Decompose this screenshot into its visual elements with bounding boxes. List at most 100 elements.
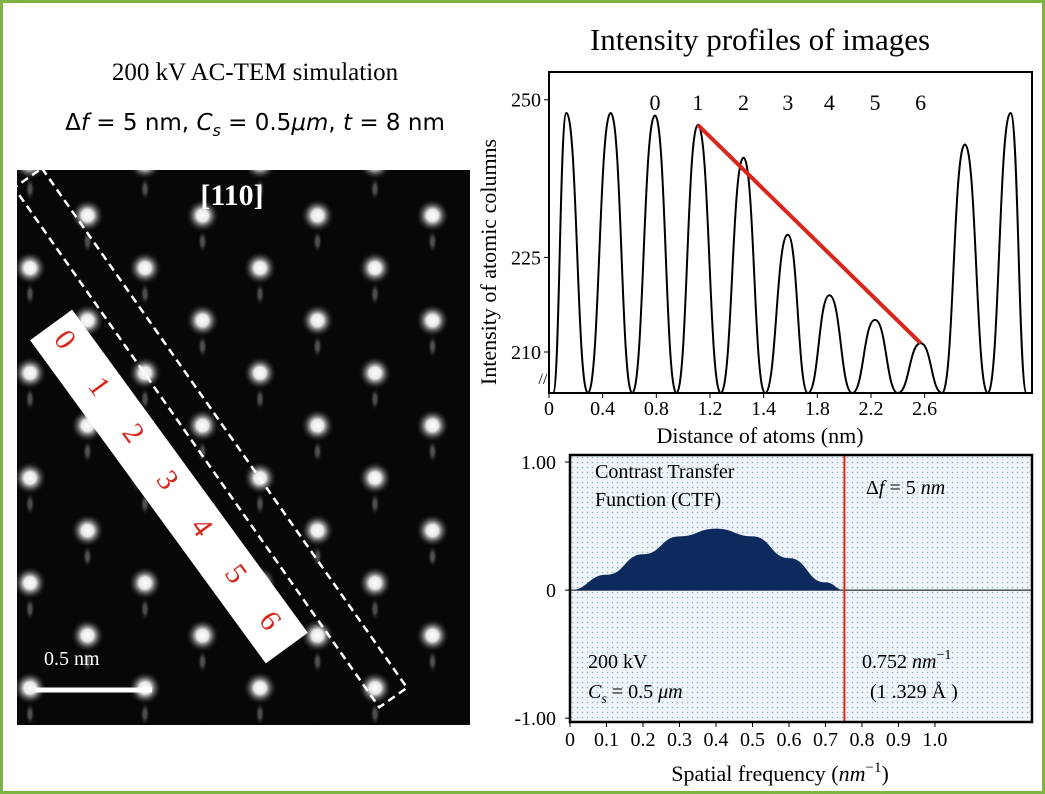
atom-faint xyxy=(370,597,380,621)
cs-label-part: μm xyxy=(657,681,682,703)
y-axis-label: Intensity of atomic columns xyxy=(476,139,501,385)
x-tick-label: 0.5 xyxy=(740,729,765,751)
atom-faint xyxy=(255,702,265,725)
plot-frame xyxy=(568,453,1034,724)
resolution-label: (1 .329 Å ) xyxy=(870,681,958,703)
atom xyxy=(80,723,95,725)
atom xyxy=(17,461,47,495)
atom-faint xyxy=(25,597,35,621)
atom-faint xyxy=(25,492,35,516)
atom xyxy=(185,618,220,653)
atom-faint xyxy=(255,492,265,516)
atom-faint xyxy=(255,177,265,201)
chart-title: Intensity profiles of images xyxy=(590,22,930,57)
atom-faint xyxy=(312,334,323,359)
atom-faint xyxy=(197,649,208,674)
atom xyxy=(17,356,47,390)
x-tick-label: 0.8 xyxy=(644,398,669,420)
atom-faint xyxy=(140,177,150,201)
x-tick-label: 0.9 xyxy=(886,729,911,751)
atom xyxy=(415,618,450,653)
atom xyxy=(243,356,277,390)
defocus-label-part: f xyxy=(879,477,887,499)
atom-faint xyxy=(82,649,93,674)
x-tick-label: 1.2 xyxy=(698,398,723,420)
x-tick-label: 0.4 xyxy=(590,398,615,420)
atom-faint xyxy=(255,387,265,411)
atom-faint xyxy=(370,492,380,516)
defocus-label-part: Δ xyxy=(866,477,879,499)
x-tick-label: 1.4 xyxy=(751,398,776,420)
y-tick-label: -1.00 xyxy=(514,708,556,730)
atom-faint xyxy=(197,229,208,254)
atom-faint xyxy=(25,702,35,725)
atom xyxy=(128,356,162,390)
atom xyxy=(425,723,440,725)
atom-faint xyxy=(255,282,265,306)
atom xyxy=(300,513,335,548)
voltage-label: 200 kV xyxy=(588,651,648,673)
atom xyxy=(415,513,450,548)
atom-faint xyxy=(370,387,380,411)
x-tick-label: 0 xyxy=(565,729,575,751)
atom-faint xyxy=(25,282,35,306)
x-tick-label: 2.6 xyxy=(912,398,937,420)
defocus-label: Δf = 5 nm xyxy=(866,477,945,499)
peak-label: 2 xyxy=(738,90,749,115)
x-tick-label: 1.8 xyxy=(805,398,830,420)
atom xyxy=(415,408,450,443)
trend-line xyxy=(696,123,923,345)
image-params: Δf = 5 nm, Cs = 0.5μm, t = 8 nm xyxy=(65,110,445,140)
atom-faint xyxy=(25,387,35,411)
atom-faint xyxy=(427,544,438,569)
atom-faint xyxy=(140,387,150,411)
atom xyxy=(17,251,47,285)
atom xyxy=(359,170,391,180)
y-tick-label: 250 xyxy=(511,90,541,112)
x-tick-label: 0 xyxy=(544,398,554,420)
defocus-label-part: = 5 xyxy=(884,477,920,499)
x-axis-label: Distance of atoms (nm) xyxy=(656,423,863,448)
x-axis-label: Spatial frequency (nm−1) xyxy=(671,760,889,786)
frequency-label-part: 0.752 xyxy=(862,651,912,673)
ctf-label-part: Function (CTF) xyxy=(595,489,721,511)
y-tick-label: 1.00 xyxy=(521,452,556,474)
atom xyxy=(128,251,162,285)
atom-faint xyxy=(370,282,380,306)
axis-break: // xyxy=(539,371,548,388)
atom-faint xyxy=(25,177,35,201)
atom-faint xyxy=(82,439,93,464)
cs-label-part: C xyxy=(588,681,602,703)
atom-faint xyxy=(197,334,208,359)
atom xyxy=(185,303,220,338)
atom-faint xyxy=(427,229,438,254)
ctf-area xyxy=(570,528,845,591)
x-tick-label: 0.1 xyxy=(594,729,619,751)
cs-label-part: s xyxy=(601,692,607,707)
atom-faint xyxy=(427,439,438,464)
atom-faint xyxy=(140,597,150,621)
cs-label-part: = 0.5 xyxy=(607,681,658,703)
atom xyxy=(17,566,47,600)
atom-faint xyxy=(312,229,323,254)
frequency-label: 0.752 nm−1 xyxy=(862,648,951,673)
atom-faint xyxy=(427,649,438,674)
atom xyxy=(128,566,162,600)
x-tick-label: 1.0 xyxy=(922,729,947,751)
x-tick-label: 0.8 xyxy=(849,729,874,751)
atom xyxy=(310,723,325,725)
x-tick-label: 0.6 xyxy=(776,729,801,751)
resolution-label-part: (1 .329 Å ) xyxy=(870,681,958,703)
x-tick-label: 2.2 xyxy=(859,398,884,420)
atom-faint xyxy=(140,282,150,306)
peak-label: 0 xyxy=(649,90,660,115)
x-tick-label: 0.2 xyxy=(630,729,655,751)
defocus-label-part: nm xyxy=(921,477,945,499)
atom xyxy=(300,198,335,233)
atom xyxy=(243,251,277,285)
image-title: 200 kV AC-TEM simulation xyxy=(112,59,399,86)
y-tick-label: 225 xyxy=(511,247,541,269)
atom xyxy=(243,671,277,705)
